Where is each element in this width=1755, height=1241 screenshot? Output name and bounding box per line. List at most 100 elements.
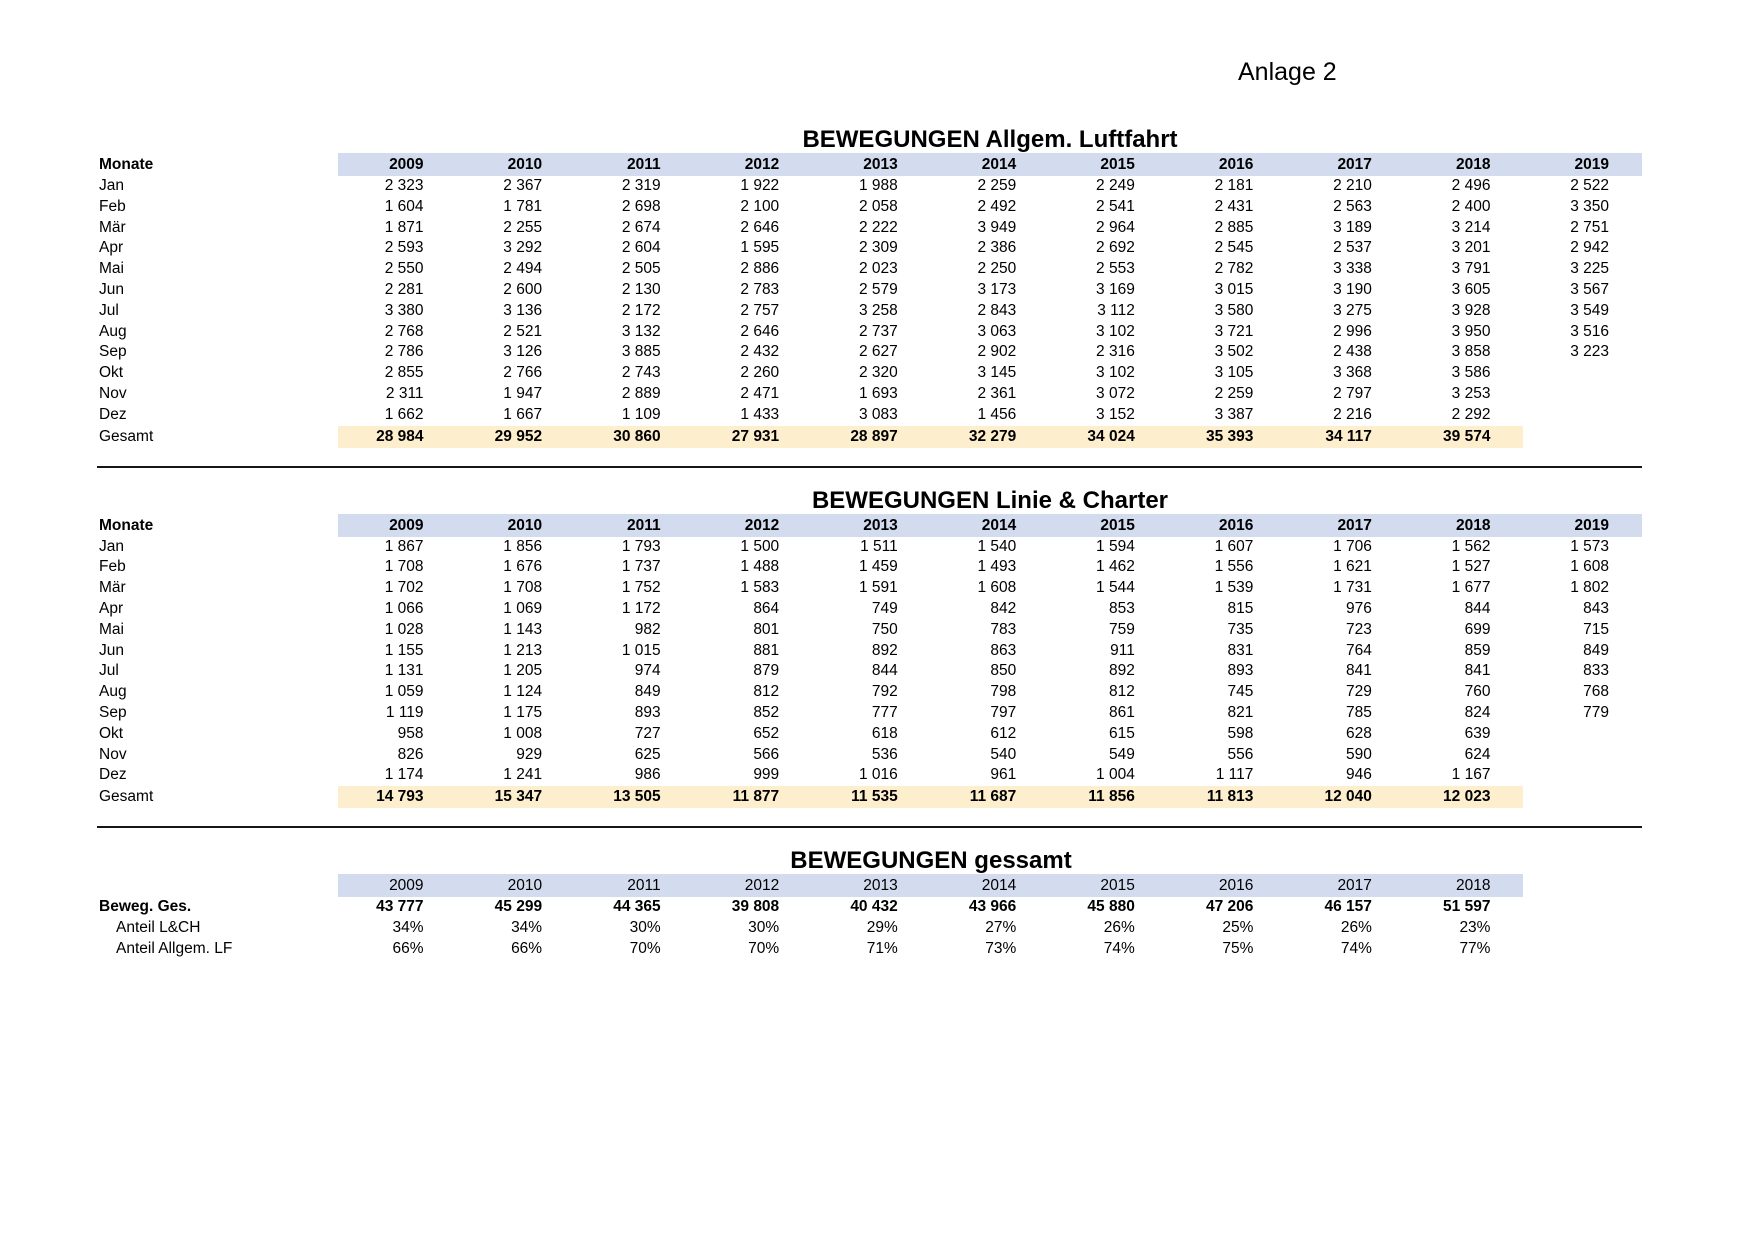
value-cell: 849 <box>634 683 661 701</box>
year-header-row: Monate 2009 2010 2011 2012 2013 2014 2015 2016 20… <box>97 153 1643 176</box>
value-cell: 1 433 <box>740 405 780 423</box>
value-cell: 842 <box>990 599 1017 617</box>
value-cell: 3 791 <box>1451 260 1491 278</box>
value-cell: 1 731 <box>1333 579 1372 597</box>
year-header-cell: 2012 <box>744 156 780 173</box>
value-cell: 1 539 <box>1214 579 1254 597</box>
row-label: Sep <box>99 703 127 721</box>
value-cell <box>1523 765 1642 786</box>
value-cell: 760 <box>1464 683 1491 701</box>
row-label: Mär <box>99 218 126 236</box>
row-cells: 2 855 2 766 2 743 2 260 2 320 3 145 3 102 3 105… <box>338 363 1642 384</box>
value-cell: 2 692 <box>1096 239 1135 257</box>
value-cell: 2 281 <box>384 280 424 298</box>
value-cell: 3 258 <box>858 301 898 319</box>
value-cell <box>1523 363 1642 384</box>
value-cell: 1 604 <box>384 197 424 215</box>
value-cell: 624 <box>1464 745 1491 763</box>
year-header-cell: 2011 <box>627 516 661 534</box>
value-cell: 1 069 <box>503 599 543 617</box>
year-header-cell: 2018 <box>1455 156 1491 173</box>
value-cell: 25% <box>1222 918 1254 936</box>
value-cell: 821 <box>1227 703 1254 721</box>
row-label: Okt <box>99 724 124 742</box>
value-cell: 3 145 <box>977 364 1017 382</box>
value-cell: 1 594 <box>1096 537 1135 555</box>
value-cell: 853 <box>1108 599 1135 617</box>
row-label: Aug <box>99 322 127 340</box>
value-cell: 3 368 <box>1333 364 1372 382</box>
value-cell: 44 365 <box>613 898 661 916</box>
table-title-total: BEWEGUNGEN gessamt <box>790 847 1072 875</box>
value-cell: 779 <box>1583 703 1610 721</box>
row-label: Dez <box>99 766 127 784</box>
value-cell: 1 174 <box>384 766 424 784</box>
value-cell: 764 <box>1346 641 1372 659</box>
row-label: Nov <box>99 745 127 763</box>
table-title-line-charter: BEWEGUNGEN Linie & Charter <box>811 486 1169 514</box>
data-row: Dez 1 662 1 667 1 109 1 433 3 083 1 456 3 152 3 … <box>97 405 1642 426</box>
year-header-row: Monate 2009 2010 2011 2012 2013 2014 2015 2016 20… <box>97 513 1643 537</box>
value-cell: 74% <box>1340 939 1372 957</box>
value-cell: 1 059 <box>384 683 424 701</box>
value-cell: 792 <box>871 683 898 701</box>
value-cell: 2 505 <box>621 260 661 278</box>
row-label: Jun <box>99 641 124 659</box>
row-label: Mai <box>99 260 124 278</box>
value-cell: 1 540 <box>977 537 1017 555</box>
total-cells: 14 793 15 347 13 505 11 877 11 535 11 687 11 8… <box>338 786 1642 809</box>
value-cell: 798 <box>990 683 1017 701</box>
row-cells: 3 380 3 136 2 172 2 757 3 258 2 843 3 112 3 580… <box>338 301 1642 322</box>
total-value-cell: 11 535 <box>812 786 931 809</box>
value-cell: 815 <box>1227 599 1254 617</box>
row-label: Beweg. Ges. <box>99 898 192 916</box>
value-cell: 1 676 <box>503 558 543 576</box>
row-cells: 1 066 1 069 1 172 864 749 842 853 815 976 844 843 <box>338 599 1642 620</box>
value-cell: 826 <box>397 745 424 763</box>
value-cell: 723 <box>1346 620 1372 638</box>
total-value-cell: 14 793 <box>338 786 457 809</box>
value-cell: 911 <box>1110 641 1135 659</box>
value-cell: 540 <box>990 745 1017 763</box>
value-cell: 3 102 <box>1096 364 1135 382</box>
value-cell: 715 <box>1583 620 1610 638</box>
value-cell: 2 496 <box>1451 177 1491 194</box>
year-header-cell: 2016 <box>1218 877 1254 895</box>
value-cell: 3 072 <box>1096 384 1135 402</box>
value-cell: 2 604 <box>621 239 661 257</box>
year-header-cell: 2018 <box>1455 516 1491 534</box>
year-header-cell: 2017 <box>1337 516 1372 534</box>
value-cell: 3 173 <box>977 280 1017 298</box>
value-cell: 852 <box>753 703 780 721</box>
value-cell: 615 <box>1108 724 1135 742</box>
value-cell: 66% <box>511 939 543 957</box>
value-cell: 639 <box>1464 724 1491 742</box>
value-cell: 652 <box>753 724 780 742</box>
value-cell: 3 152 <box>1096 405 1135 423</box>
row-cells: 1 028 1 143 982 801 750 783 759 735 723 699 715 <box>338 620 1642 641</box>
value-cell: 39 808 <box>731 898 780 916</box>
value-cell: 3 083 <box>858 405 898 423</box>
value-cell: 549 <box>1108 745 1135 763</box>
value-cell: 2 579 <box>858 280 898 298</box>
data-row: Sep 2 786 3 126 3 885 2 432 2 627 2 902 2 316 3 … <box>97 342 1642 363</box>
value-cell: 864 <box>753 599 780 617</box>
data-row: Nov 2 311 1 947 2 889 2 471 1 693 2 361 3 072 2 … <box>97 384 1642 405</box>
value-cell: 797 <box>990 703 1017 721</box>
value-cell: 2 996 <box>1333 322 1372 340</box>
value-cell: 3 502 <box>1214 343 1254 361</box>
year-header-cell: 2012 <box>744 877 780 895</box>
value-cell: 1 241 <box>503 766 543 784</box>
data-row: Jun 1 155 1 213 1 015 881 892 863 911 831 764 859 8… <box>97 641 1642 662</box>
value-cell: 735 <box>1227 620 1254 638</box>
year-header-cell: 2019 <box>1574 516 1610 534</box>
value-cell: 1 573 <box>1570 537 1610 555</box>
value-cell: 893 <box>634 703 661 721</box>
value-cell: 3 387 <box>1214 405 1254 423</box>
value-cell: 2 319 <box>621 177 661 194</box>
row-label-header: Monate <box>99 156 154 173</box>
year-header-cell: 2015 <box>1100 156 1135 173</box>
row-cells: 1 119 1 175 893 852 777 797 861 821 785 824 779 <box>338 703 1642 724</box>
value-cell: 1 591 <box>858 579 898 597</box>
value-cell: 47 206 <box>1205 898 1254 916</box>
